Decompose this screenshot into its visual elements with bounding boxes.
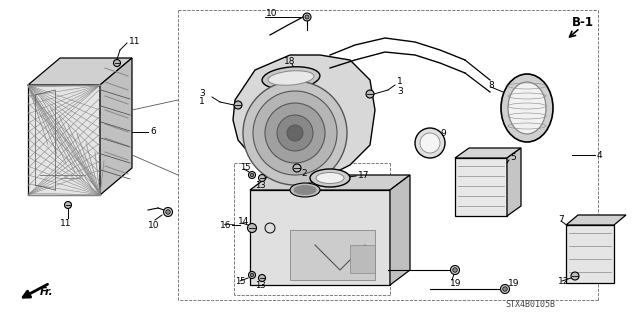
Text: 14: 14 xyxy=(238,218,250,226)
Polygon shape xyxy=(566,215,626,225)
FancyBboxPatch shape xyxy=(250,190,390,285)
Circle shape xyxy=(259,174,266,182)
Text: 9: 9 xyxy=(440,129,445,137)
Text: 8: 8 xyxy=(488,81,493,91)
Text: 13: 13 xyxy=(255,280,266,290)
Polygon shape xyxy=(28,58,132,85)
Text: 3: 3 xyxy=(199,88,205,98)
FancyBboxPatch shape xyxy=(455,158,507,216)
Text: 5: 5 xyxy=(510,153,516,162)
Ellipse shape xyxy=(508,82,546,134)
Circle shape xyxy=(166,210,170,214)
Circle shape xyxy=(248,224,257,233)
Circle shape xyxy=(265,223,275,233)
Circle shape xyxy=(65,202,72,209)
Polygon shape xyxy=(390,175,410,285)
Circle shape xyxy=(277,115,313,151)
Circle shape xyxy=(303,13,311,21)
Text: 11: 11 xyxy=(129,38,141,47)
Text: 16: 16 xyxy=(220,220,232,229)
Circle shape xyxy=(250,173,253,177)
Circle shape xyxy=(253,91,337,175)
Circle shape xyxy=(420,133,440,153)
Ellipse shape xyxy=(501,74,553,142)
Text: 1: 1 xyxy=(199,98,205,107)
FancyBboxPatch shape xyxy=(290,230,375,280)
Text: 10: 10 xyxy=(266,10,278,19)
FancyBboxPatch shape xyxy=(566,225,614,283)
Ellipse shape xyxy=(310,169,350,187)
Text: 18: 18 xyxy=(284,57,296,66)
Text: 15: 15 xyxy=(235,278,246,286)
Text: 10: 10 xyxy=(148,221,159,231)
Ellipse shape xyxy=(294,186,316,195)
Ellipse shape xyxy=(290,183,320,197)
Text: 13: 13 xyxy=(255,182,266,190)
Text: 19: 19 xyxy=(450,278,461,287)
Text: 12: 12 xyxy=(558,278,570,286)
Text: Fr.: Fr. xyxy=(40,287,54,297)
Text: 7: 7 xyxy=(558,216,564,225)
Text: 2: 2 xyxy=(301,168,307,177)
Circle shape xyxy=(243,81,347,185)
Text: 1: 1 xyxy=(397,78,403,86)
Circle shape xyxy=(366,90,374,98)
Circle shape xyxy=(503,287,508,291)
Text: 11: 11 xyxy=(60,219,72,228)
Circle shape xyxy=(293,164,301,172)
Polygon shape xyxy=(28,85,100,195)
Circle shape xyxy=(571,272,579,280)
FancyBboxPatch shape xyxy=(350,245,375,273)
Circle shape xyxy=(305,15,309,19)
Ellipse shape xyxy=(262,67,320,89)
Circle shape xyxy=(234,101,242,109)
Circle shape xyxy=(500,285,509,293)
Circle shape xyxy=(248,172,255,179)
Circle shape xyxy=(452,268,457,272)
Ellipse shape xyxy=(316,173,344,183)
Text: 6: 6 xyxy=(150,128,156,137)
Text: 17: 17 xyxy=(358,172,369,181)
Text: 4: 4 xyxy=(597,151,603,160)
Circle shape xyxy=(415,128,445,158)
Circle shape xyxy=(287,125,303,141)
Circle shape xyxy=(451,265,460,275)
Circle shape xyxy=(259,275,266,281)
Polygon shape xyxy=(507,148,521,216)
Text: 15: 15 xyxy=(240,164,250,173)
Circle shape xyxy=(163,207,173,217)
Polygon shape xyxy=(250,175,410,190)
Polygon shape xyxy=(233,55,375,178)
Circle shape xyxy=(113,60,120,66)
Text: 3: 3 xyxy=(397,86,403,95)
Text: 19: 19 xyxy=(508,278,520,287)
Circle shape xyxy=(250,273,253,277)
Ellipse shape xyxy=(268,71,314,85)
Polygon shape xyxy=(455,148,521,158)
Polygon shape xyxy=(100,58,132,195)
Circle shape xyxy=(248,271,255,278)
Text: STX4B0105B: STX4B0105B xyxy=(505,300,555,309)
Text: B-1: B-1 xyxy=(572,16,594,28)
Circle shape xyxy=(265,103,325,163)
